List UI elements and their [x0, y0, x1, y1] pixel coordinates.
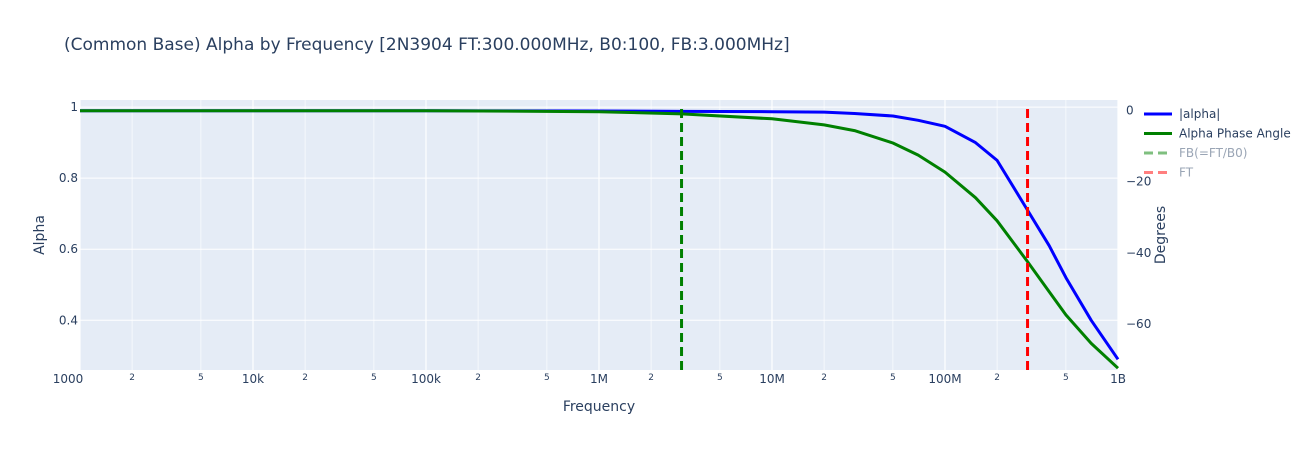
x-tick-label: 2	[821, 373, 827, 383]
x-tick-label: 5	[717, 373, 723, 383]
legend-label: Alpha Phase Angle	[1179, 127, 1291, 141]
legend-label: |alpha|	[1179, 107, 1220, 121]
x-tick-label: 2	[994, 373, 1000, 383]
legend-label: FB(=FT/B0)	[1179, 146, 1247, 160]
x-tick-label: 2	[129, 373, 135, 383]
y-tick-label: 1	[70, 100, 78, 114]
y2-axis-title: Degrees	[1153, 206, 1169, 264]
x-tick-label: 100M	[928, 372, 961, 386]
reference-lines	[680, 109, 1030, 370]
y2-tick-label: 0	[1126, 104, 1134, 118]
legend-item[interactable]: Alpha Phase Angle	[1144, 127, 1291, 141]
series-line-1	[80, 109, 1120, 370]
x-tick-label: 10M	[759, 372, 785, 386]
x-tick-label: 5	[544, 373, 550, 383]
chart-title: (Common Base) Alpha by Frequency [2N3904…	[64, 35, 790, 55]
grid-lines	[79, 100, 1119, 370]
x-tick-label: 5	[890, 373, 896, 383]
y-tick-label: 0.4	[59, 313, 78, 327]
x-tick-label: 1M	[590, 372, 608, 386]
x-axis-title: Frequency	[563, 399, 635, 415]
x-tick-label: 2	[302, 373, 308, 383]
legend-label: FT	[1179, 166, 1194, 180]
y-tick-label: 0.6	[59, 242, 78, 256]
y2-tick-label: −60	[1126, 317, 1151, 331]
x-tick-label: 1B	[1110, 372, 1126, 386]
x-tick-label: 100k	[411, 372, 441, 386]
series-layer	[80, 109, 1120, 370]
legend-item[interactable]: |alpha|	[1144, 107, 1220, 121]
x-tick-label: 5	[371, 373, 377, 383]
y-axis-ticks: 0.4 0.6 0.8 1	[59, 100, 78, 327]
x-axis-ticks: 1000 2 5 10k 2 5 100k 2 5 1M 2 5 10M 2 5 100M 2 5 1B	[53, 372, 1126, 386]
x-tick-label: 10k	[242, 372, 264, 386]
x-tick-label: 2	[648, 373, 654, 383]
y-tick-label: 0.8	[59, 171, 78, 185]
legend-item[interactable]: FT	[1144, 166, 1194, 180]
x-tick-label: 5	[198, 373, 204, 383]
x-tick-label: 5	[1063, 373, 1069, 383]
x-tick-label: 2	[475, 373, 481, 383]
x-tick-label: 1000	[53, 372, 84, 386]
y2-tick-label: −20	[1126, 175, 1151, 189]
y2-axis-ticks: −60 −40 −20 0	[1126, 104, 1151, 331]
y2-tick-label: −40	[1126, 246, 1151, 260]
y-axis-title: Alpha	[32, 215, 48, 255]
legend-item[interactable]: FB(=FT/B0)	[1144, 146, 1247, 160]
legend: |alpha| Alpha Phase Angle FB(=FT/B0) FT	[1144, 107, 1291, 180]
